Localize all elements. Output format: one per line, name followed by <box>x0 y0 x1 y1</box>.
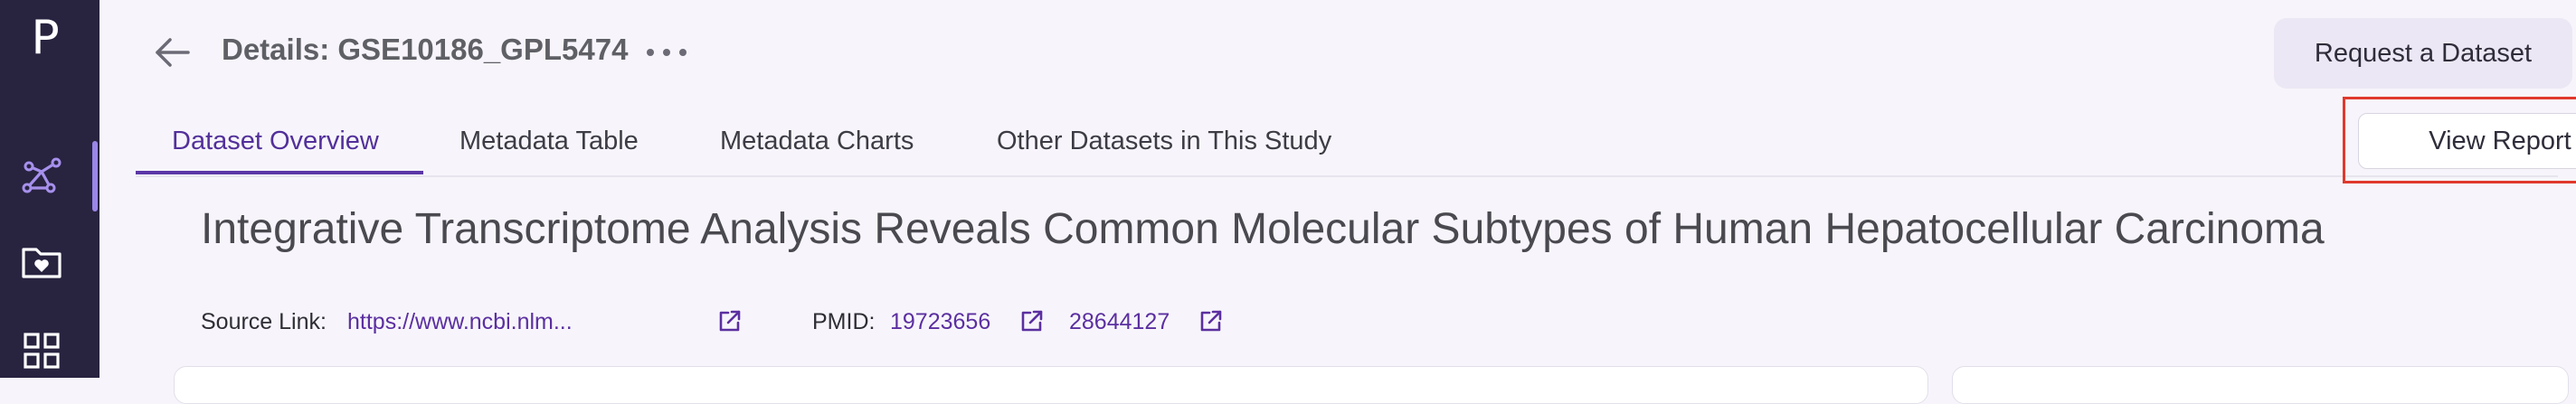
source-link-label: Source Link: <box>201 309 327 334</box>
active-nav-indicator <box>92 141 98 211</box>
study-title: Integrative Transcriptome Analysis Revea… <box>201 205 2325 253</box>
request-dataset-button[interactable]: Request a Dataset <box>2274 18 2572 89</box>
source-link[interactable]: https://www.ncbi.nlm... <box>347 309 573 334</box>
tab-dataset-overview[interactable]: Dataset Overview <box>172 127 379 155</box>
pmid-label: PMID: <box>812 309 876 334</box>
sidebar: P <box>0 0 99 378</box>
view-report-button[interactable]: View Report <box>2358 113 2576 169</box>
overview-card <box>174 366 1928 404</box>
external-link-icon[interactable] <box>1198 307 1225 334</box>
view-report-highlight: View Report <box>2343 97 2576 183</box>
external-link-icon[interactable] <box>716 307 743 334</box>
active-tab-underline <box>136 171 423 174</box>
main-content: Details: GSE10186_GPL5474 Request a Data… <box>99 0 2576 404</box>
tab-other-datasets[interactable]: Other Datasets in This Study <box>997 127 1332 155</box>
grid-icon[interactable] <box>18 327 65 374</box>
molecule-network-icon[interactable] <box>18 152 65 199</box>
tabs-divider <box>136 175 2558 177</box>
back-arrow-icon[interactable] <box>152 34 194 70</box>
folder-heart-icon[interactable] <box>18 239 65 286</box>
app-logo[interactable]: P <box>31 11 60 65</box>
external-link-icon[interactable] <box>1018 307 1046 334</box>
tab-metadata-table[interactable]: Metadata Table <box>459 127 639 155</box>
tab-metadata-charts[interactable]: Metadata Charts <box>720 127 914 155</box>
pmid-link-1[interactable]: 19723656 <box>890 309 991 334</box>
pmid-link-2[interactable]: 28644127 <box>1069 309 1170 334</box>
page-title: Details: GSE10186_GPL5474 <box>222 33 629 66</box>
more-options-icon[interactable] <box>647 42 687 63</box>
side-card <box>1952 366 2569 404</box>
